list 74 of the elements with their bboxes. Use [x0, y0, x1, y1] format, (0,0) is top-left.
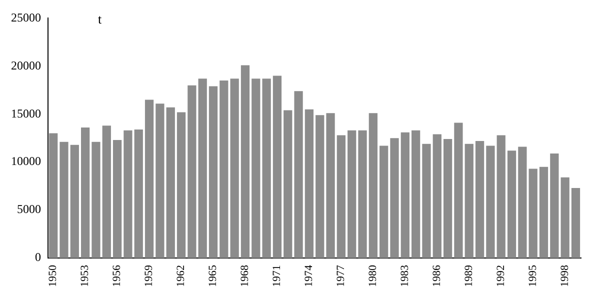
bar	[144, 100, 154, 258]
bar	[539, 166, 548, 258]
bar	[230, 78, 239, 258]
y-tick-label: 10000	[11, 154, 41, 168]
bar	[464, 144, 474, 258]
bar	[262, 78, 271, 258]
bar	[336, 135, 346, 258]
bar	[272, 76, 282, 258]
x-tick-label: 1968	[239, 264, 252, 287]
bar	[443, 139, 452, 258]
bar	[188, 85, 196, 258]
bar	[571, 188, 580, 258]
bar	[432, 134, 442, 258]
x-tick-label: 1992	[495, 265, 507, 287]
bar	[412, 130, 420, 258]
x-tick-label: 1983	[399, 264, 412, 287]
bar	[156, 104, 164, 258]
bar	[518, 146, 527, 258]
bar	[475, 140, 484, 258]
bar	[208, 86, 218, 258]
bar	[486, 146, 495, 258]
bar	[496, 135, 506, 258]
bar	[134, 129, 143, 258]
x-tick-label: 1950	[47, 264, 60, 287]
y-tick-label: 0	[35, 250, 41, 264]
bar	[304, 109, 314, 258]
bar	[454, 122, 463, 258]
x-tick-label: 1977	[335, 264, 348, 287]
x-tick-label: 1989	[463, 264, 476, 287]
y-axis-title: t	[98, 12, 102, 27]
bar	[528, 168, 538, 258]
y-tick-label: 25000	[11, 10, 41, 24]
bar	[348, 130, 356, 258]
x-tick-label: 1956	[111, 264, 124, 287]
bar	[316, 115, 324, 258]
bar	[60, 142, 68, 258]
bar	[550, 153, 559, 258]
bar	[560, 177, 570, 258]
bar	[49, 133, 58, 258]
bar	[112, 140, 122, 258]
x-tick-label: 1962	[175, 265, 188, 287]
bar	[294, 91, 303, 258]
bar	[102, 126, 111, 258]
bar	[124, 130, 132, 258]
x-tick-label: 1986	[431, 264, 444, 287]
x-tick-label: 1980	[367, 264, 380, 287]
bar	[326, 113, 335, 258]
bar	[81, 128, 90, 258]
bar	[252, 78, 260, 258]
bar	[390, 138, 399, 258]
bar	[422, 144, 431, 258]
x-tick-label: 1965	[207, 264, 220, 287]
bar	[368, 113, 378, 258]
x-tick-label: 1998	[558, 264, 571, 287]
bar	[400, 132, 410, 258]
bar	[220, 80, 228, 258]
bar	[507, 150, 516, 258]
x-tick-label: 1953	[79, 264, 92, 287]
bar	[380, 146, 388, 258]
bar	[166, 107, 175, 258]
bar	[240, 65, 250, 258]
x-tick-label: 1959	[143, 264, 156, 287]
y-tick-label: 5000	[17, 202, 41, 216]
y-tick-label: 20000	[11, 58, 41, 72]
x-tick-label: 1995	[526, 264, 539, 287]
bar	[70, 144, 79, 258]
bar	[176, 112, 186, 258]
bar	[284, 110, 292, 258]
y-tick-label: 15000	[11, 106, 41, 120]
x-tick-label: 1971	[271, 265, 284, 287]
x-tick-label: 1974	[303, 264, 316, 287]
bar	[358, 130, 367, 258]
bar	[92, 142, 100, 258]
bar	[198, 78, 207, 258]
